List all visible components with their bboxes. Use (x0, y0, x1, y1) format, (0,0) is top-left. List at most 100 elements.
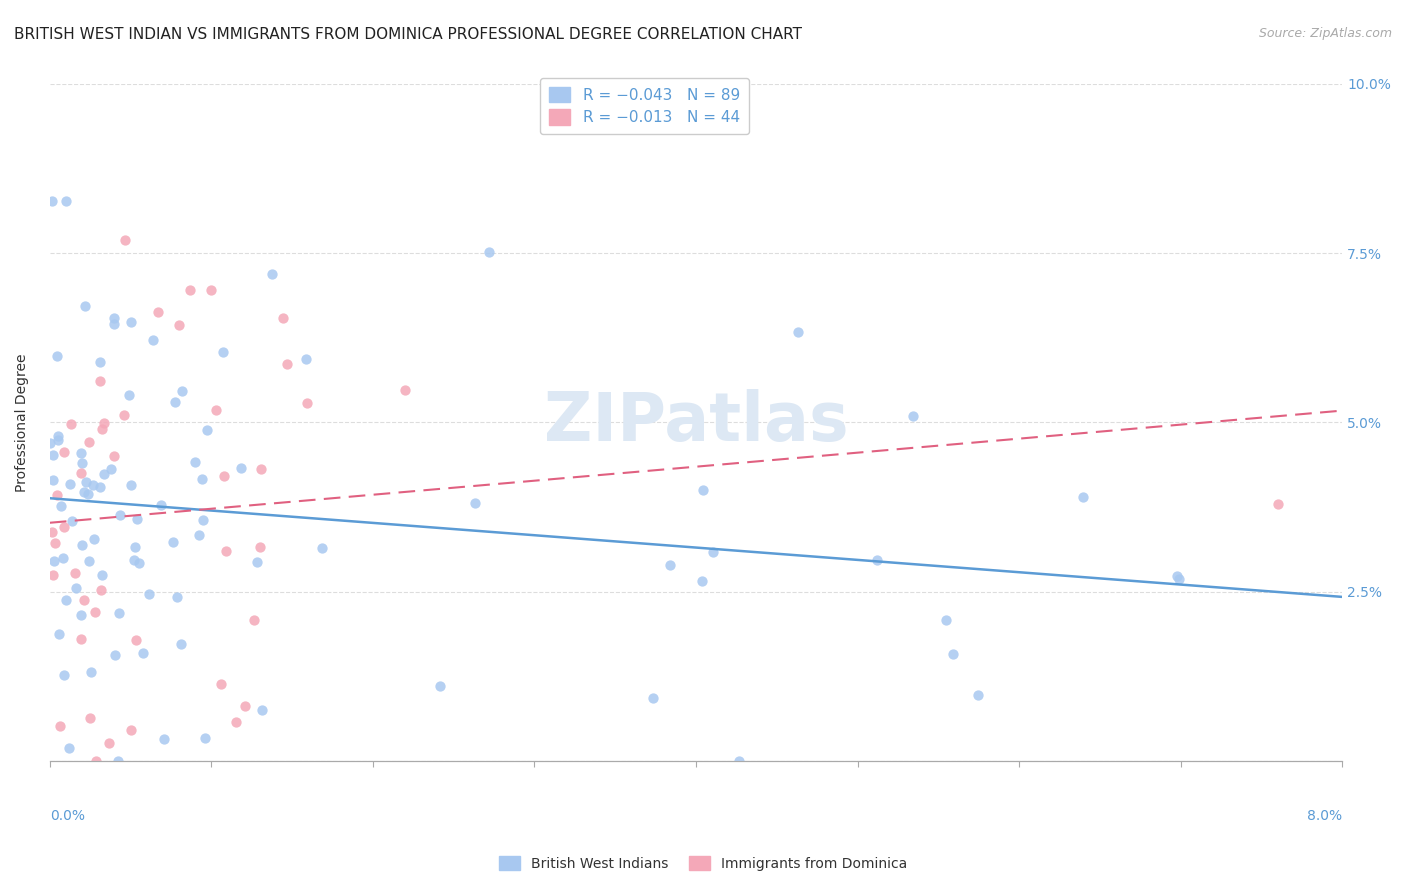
Point (935, 613, 957, 627)
Point (80, 665, 103, 680)
Point (215, 543, 238, 558)
Point (77, 487, 100, 501)
Point (205, 403, 228, 417)
Point (184, 454, 207, 468)
Point (866, 553, 889, 567)
Point (93, 416, 115, 430)
Point (103, 310, 125, 325)
Point (429, 679, 451, 693)
Point (125, 632, 148, 647)
Point (464, 496, 486, 510)
Point (49, 719, 72, 733)
Point (260, 268, 283, 282)
Point (55, 593, 77, 607)
Point (276, 357, 298, 371)
Point (53, 668, 76, 682)
Point (702, 545, 724, 559)
Point (48, 627, 70, 641)
Point (70, 456, 93, 470)
Point (658, 558, 681, 572)
Point (46, 488, 69, 502)
Point (643, 691, 665, 706)
Point (73, 485, 96, 500)
Point (108, 606, 131, 620)
Point (46, 428, 69, 442)
Point (128, 557, 150, 571)
Point (65, 581, 87, 595)
Point (89, 480, 111, 494)
Point (901, 409, 924, 424)
Point (93, 467, 115, 482)
Point (142, 334, 165, 348)
Legend: British West Indians, Immigrants from Dominica: British West Indians, Immigrants from Do… (494, 850, 912, 876)
Point (39, 435, 62, 450)
Text: BRITISH WEST INDIAN VS IMMIGRANTS FROM DOMINICA PROFESSIONAL DEGREE CORRELATION : BRITISH WEST INDIAN VS IMMIGRANTS FROM D… (14, 27, 801, 42)
Point (692, 483, 714, 497)
Point (152, 731, 174, 746)
Point (41, 567, 63, 582)
Point (69, 445, 91, 459)
Point (79, 711, 101, 725)
Point (41, 524, 63, 539)
Point (118, 388, 141, 402)
Point (1267, 497, 1289, 511)
Point (690, 574, 713, 589)
Point (121, 478, 143, 492)
Point (91, 422, 114, 436)
Point (295, 351, 318, 366)
Point (163, 395, 186, 409)
Point (77, 553, 100, 567)
Point (107, 755, 129, 769)
Point (90, 582, 112, 597)
Point (83, 532, 105, 546)
Point (41, 194, 63, 208)
Point (49, 499, 72, 513)
Point (100, 461, 122, 475)
Point (112, 408, 135, 422)
Point (243, 613, 266, 627)
Point (273, 310, 295, 325)
Point (90, 567, 112, 582)
Point (127, 512, 149, 526)
Point (786, 325, 808, 339)
Point (478, 244, 501, 259)
Point (60, 417, 83, 431)
Point (138, 587, 160, 601)
Point (162, 535, 184, 549)
Point (150, 498, 173, 512)
Point (84, 605, 107, 619)
Point (52, 520, 75, 534)
Point (249, 462, 271, 476)
Point (169, 318, 191, 333)
Point (122, 553, 145, 567)
Point (62, 514, 84, 528)
Point (231, 461, 253, 475)
Text: 8.0%: 8.0% (1308, 809, 1343, 822)
Point (942, 647, 965, 661)
Point (200, 284, 222, 298)
Point (170, 384, 193, 398)
Point (70, 607, 93, 622)
Point (166, 590, 188, 604)
Point (103, 318, 125, 332)
Point (252, 702, 274, 716)
Point (225, 714, 247, 729)
Point (235, 699, 257, 714)
Point (82, 478, 104, 492)
Point (246, 555, 269, 569)
Point (103, 449, 125, 463)
Point (70, 632, 93, 646)
Point (46, 433, 69, 447)
Text: 0.0%: 0.0% (49, 809, 84, 822)
Point (195, 423, 218, 437)
Point (728, 755, 751, 769)
Point (170, 637, 193, 651)
Point (1166, 569, 1188, 583)
Point (209, 677, 232, 691)
Text: Source: ZipAtlas.com: Source: ZipAtlas.com (1258, 27, 1392, 40)
Point (114, 233, 136, 247)
Point (46, 349, 69, 363)
Point (191, 513, 214, 527)
Point (75, 475, 97, 489)
Point (72, 593, 94, 607)
